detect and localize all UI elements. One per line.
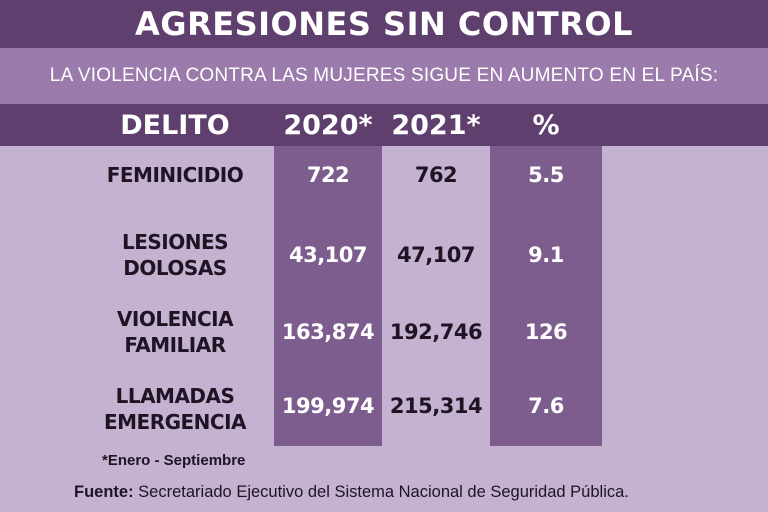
source-line: Fuente: Secretariado Ejecutivo del Siste… [74, 483, 629, 502]
source-label: Fuente: [74, 483, 134, 501]
column-2020-bar [274, 146, 382, 446]
table-row-delito: LESIONES DOLOSAS [100, 225, 250, 285]
header-2020: 2020* [283, 109, 373, 141]
cell-percent: 126 [524, 320, 568, 344]
delito-line: LESIONES [121, 230, 229, 254]
delito-line: VIOLENCIA [116, 307, 234, 331]
table-header-band [0, 104, 768, 146]
cell-2020: 722 [306, 163, 350, 187]
cell-2021: 762 [414, 163, 458, 187]
header-delito: DELITO [120, 109, 230, 141]
delito-line: LLAMADAS [115, 384, 235, 408]
header-percent: % [532, 109, 560, 141]
cell-2020: 199,974 [281, 394, 375, 418]
page-subtitle: LA VIOLENCIA CONTRA LAS MUJERES SIGUE EN… [49, 65, 719, 86]
cell-percent: 7.6 [528, 394, 564, 418]
delito-line: EMERGENCIA [103, 410, 247, 434]
footnote: *Enero - Septiembre [102, 452, 246, 469]
table-row-delito: LLAMADAS EMERGENCIA [100, 379, 250, 439]
cell-2020: 163,874 [281, 320, 375, 344]
source-text: Secretariado Ejecutivo del Sistema Nacio… [133, 483, 629, 501]
cell-2020: 43,107 [288, 243, 368, 267]
cell-percent: 5.5 [528, 163, 564, 187]
delito-line: FEMINICIDIO [106, 163, 244, 187]
header-2021: 2021* [391, 109, 481, 141]
table-row-delito: VIOLENCIA FAMILIAR [100, 302, 250, 362]
cell-2021: 192,746 [389, 320, 483, 344]
column-percent-bar [490, 146, 602, 446]
page-title: AGRESIONES SIN CONTROL [135, 5, 633, 43]
cell-2021: 47,107 [396, 243, 476, 267]
subtitle-band: LA VIOLENCIA CONTRA LAS MUJERES SIGUE EN… [0, 48, 768, 104]
table-row-delito: FEMINICIDIO [100, 150, 250, 200]
title-band: AGRESIONES SIN CONTROL [0, 0, 768, 48]
cell-2021: 215,314 [389, 394, 483, 418]
cell-percent: 9.1 [528, 243, 564, 267]
delito-line: FAMILIAR [124, 333, 226, 357]
delito-line: DOLOSAS [123, 256, 227, 280]
